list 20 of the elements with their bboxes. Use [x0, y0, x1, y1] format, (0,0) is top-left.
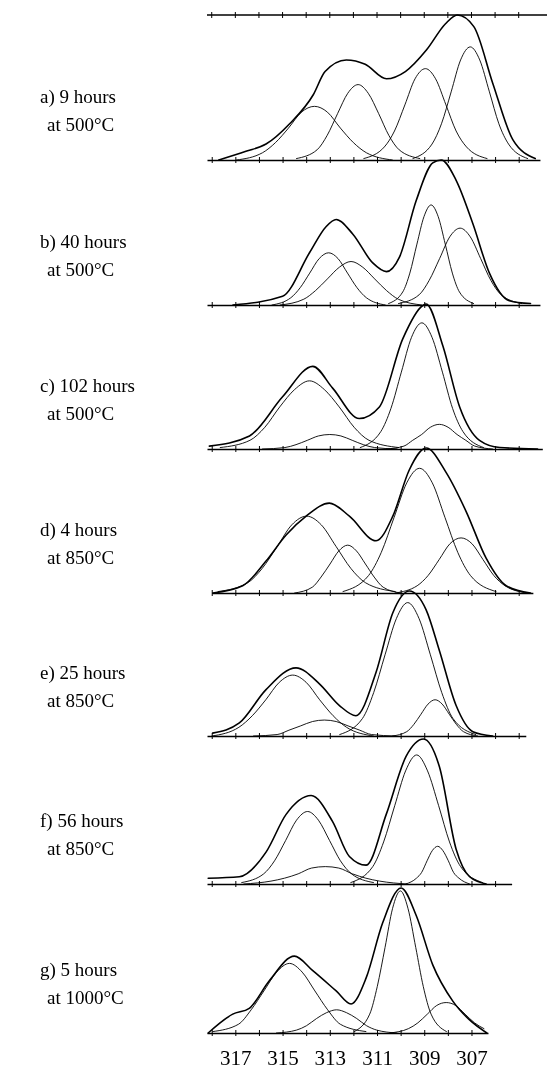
text: a) 9 hours [40, 86, 116, 108]
text: at 500°C [47, 114, 115, 135]
text: at 500°C [47, 403, 115, 424]
text: e) 25 hours [40, 662, 126, 684]
x-tick-label: 315 [267, 1045, 299, 1066]
text: c) 102 hours [40, 375, 135, 397]
text: g) 5 hours [40, 959, 118, 981]
text: f) 56 hours [40, 810, 124, 832]
text: b) 40 hours [40, 231, 127, 253]
text: at 850°C [47, 547, 115, 568]
x-tick-label: 309 [408, 1045, 441, 1066]
x-tick-label: 313 [314, 1045, 347, 1066]
text: at 850°C [47, 690, 115, 711]
text: at 850°C [47, 838, 115, 859]
text: at 1000°C [47, 987, 124, 1008]
x-tick-label: 317 [220, 1045, 252, 1066]
text: at 500°C [47, 259, 115, 280]
x-tick-label: 307 [456, 1045, 488, 1066]
text: d) 4 hours [40, 519, 118, 541]
x-tick-label: 311 [362, 1045, 393, 1066]
